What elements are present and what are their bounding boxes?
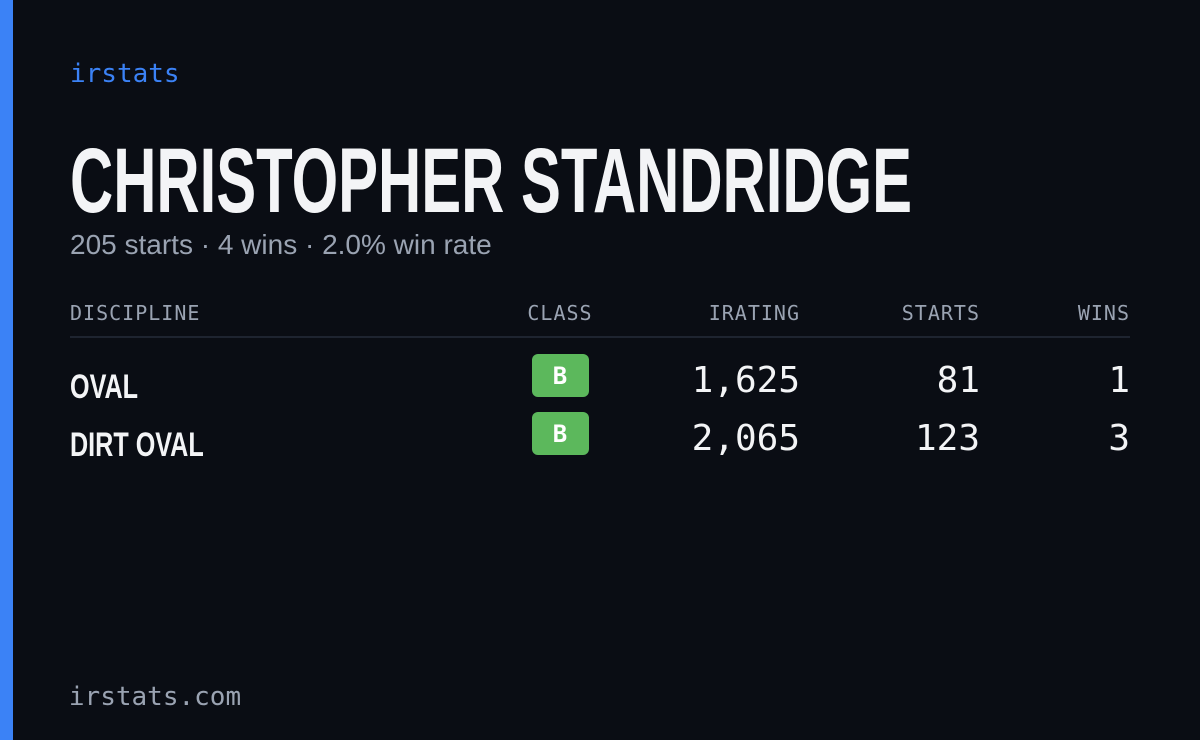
- column-header: IRATING: [709, 301, 800, 325]
- wins: 3: [1108, 418, 1130, 459]
- footer: irstats.com: [69, 682, 241, 712]
- player-name: CHRISTOPHER STANDRIDGE: [70, 130, 912, 232]
- class-badge: [532, 412, 589, 455]
- wins: 1: [1108, 360, 1130, 401]
- column-header: CLASS: [527, 301, 592, 325]
- starts: 81: [937, 360, 980, 401]
- stats-table: DISCIPLINE CLASS IRATING STARTS WINS OVAL B 1,6…: [70, 301, 1130, 464]
- column-header: WINS: [1078, 301, 1130, 325]
- class-letter: B: [553, 362, 567, 390]
- class-letter: B: [553, 420, 567, 448]
- column-header: STARTS: [902, 301, 980, 325]
- starts: 123: [915, 418, 980, 459]
- class-badge: [532, 354, 589, 397]
- discipline: DIRT OVAL: [70, 426, 204, 464]
- irating: 1,625: [692, 360, 800, 401]
- column-header: DISCIPLINE: [70, 301, 200, 325]
- accent-bar: [0, 0, 13, 740]
- brand: irstats: [70, 59, 180, 89]
- discipline: OVAL: [70, 368, 138, 406]
- irating: 2,065: [692, 418, 800, 459]
- subtitle: 205 starts · 4 wins · 2.0% win rate: [70, 229, 492, 260]
